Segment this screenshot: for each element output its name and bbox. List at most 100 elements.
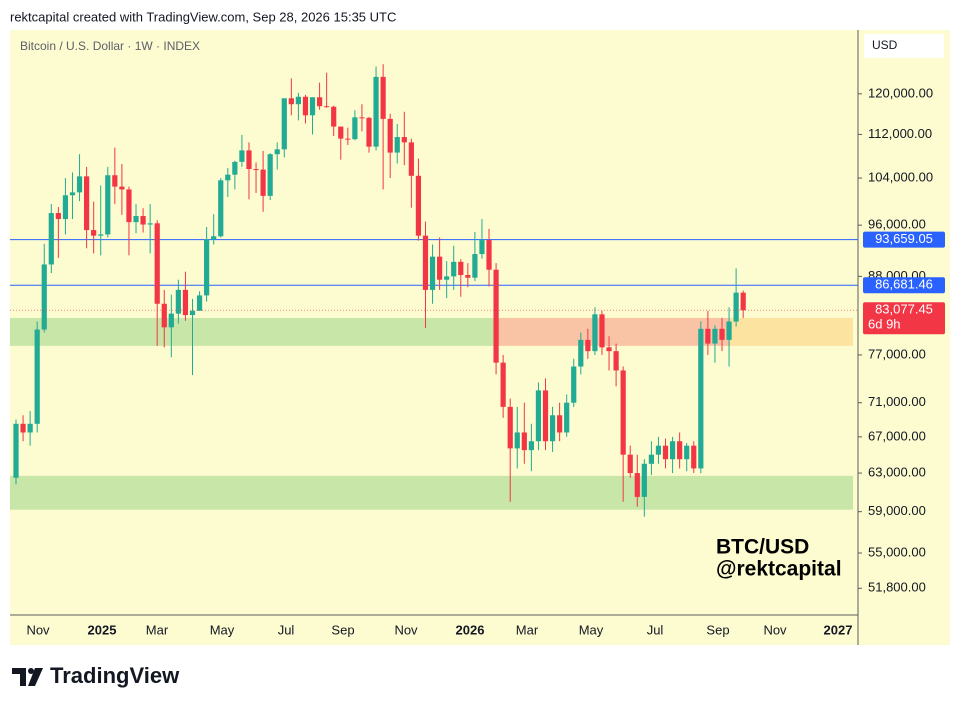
- candle-body: [76, 176, 83, 193]
- candle-body: [719, 328, 725, 340]
- level-label-box: [863, 231, 945, 248]
- candle-body: [557, 415, 563, 433]
- candle-body: [232, 161, 238, 175]
- candle-body: [98, 234, 104, 236]
- candle-body: [641, 463, 647, 497]
- candle-body: [147, 223, 153, 225]
- candle-body: [189, 310, 196, 316]
- y-tick-label: 51,800.00: [868, 580, 926, 595]
- candle-body: [316, 97, 323, 107]
- candle-body: [437, 256, 443, 280]
- candle-body: [211, 236, 217, 240]
- y-tick-label: 67,000.00: [868, 428, 926, 443]
- candle-body: [168, 313, 174, 328]
- candle-body: [726, 321, 732, 340]
- x-tick-label: Nov: [394, 622, 418, 637]
- candle-body: [415, 175, 422, 236]
- candle-body: [564, 402, 570, 433]
- candle-body: [27, 423, 33, 433]
- footer-brand: TradingView: [50, 663, 180, 688]
- candle-body: [500, 362, 506, 407]
- candle-body: [451, 261, 457, 277]
- zone: [10, 475, 853, 510]
- candle-body: [535, 390, 542, 442]
- candle-body: [281, 98, 287, 150]
- logo-mark: [28, 668, 34, 674]
- x-tick-label: Nov: [763, 622, 787, 637]
- candle-body: [733, 292, 739, 322]
- header-credit: rektcapital created with TradingView.com…: [10, 9, 396, 24]
- candle-body: [55, 213, 61, 220]
- candle-body: [669, 441, 676, 460]
- candle-body: [182, 289, 189, 316]
- candle-body: [175, 289, 181, 314]
- candle-body: [373, 76, 379, 147]
- candle-body: [324, 106, 330, 108]
- x-tick-label: Mar: [516, 622, 539, 637]
- x-tick-label: May: [579, 622, 604, 637]
- candle-body: [465, 275, 471, 278]
- level-label: 93,659.05: [875, 231, 933, 246]
- last-price-box: [863, 302, 945, 335]
- candle-body: [380, 76, 386, 119]
- candle-body: [599, 314, 605, 348]
- y-tick-label: 59,000.00: [868, 503, 926, 518]
- candle-body: [422, 235, 429, 290]
- candle-body: [592, 314, 598, 352]
- candle-body: [514, 432, 520, 449]
- currency-label[interactable]: USD: [872, 38, 898, 52]
- candle-body: [105, 175, 111, 235]
- candle-body: [69, 192, 76, 196]
- x-tick-label: Sep: [331, 622, 354, 637]
- chart-title: Bitcoin / U.S. Dollar · 1W · INDEX: [20, 39, 200, 53]
- candle-body: [655, 445, 662, 455]
- candle-body: [549, 415, 556, 442]
- candle-body: [528, 441, 534, 451]
- candle-body: [13, 423, 19, 478]
- candle-body: [62, 195, 69, 220]
- y-tick-label: 120,000.00: [868, 85, 933, 100]
- annotation: BTC/USD: [716, 536, 809, 559]
- candle-body: [112, 175, 118, 187]
- x-tick-label: 2025: [88, 622, 117, 637]
- candle-body: [225, 174, 231, 181]
- x-tick-label: Jul: [647, 622, 664, 637]
- x-tick-label: Nov: [26, 622, 50, 637]
- candle-body: [345, 138, 351, 140]
- candle-body: [288, 98, 294, 105]
- logo-mark: [28, 668, 43, 686]
- candle-body: [154, 223, 160, 304]
- candle-body: [408, 142, 414, 176]
- candle-body: [352, 117, 358, 140]
- candle-body: [34, 329, 40, 424]
- last-price-label: 83,077.45: [875, 302, 933, 317]
- candle-body: [133, 216, 139, 223]
- y-tick-label: 71,000.00: [868, 394, 926, 409]
- candle-body: [161, 303, 167, 328]
- candle-body: [429, 256, 436, 290]
- candle-body: [458, 261, 464, 276]
- candle-body: [634, 473, 640, 497]
- candle-body: [705, 328, 711, 344]
- x-tick-label: May: [210, 622, 235, 637]
- candle-body: [606, 347, 612, 352]
- currency-box[interactable]: [864, 34, 944, 58]
- candle-body: [578, 339, 584, 367]
- candle-body: [274, 149, 280, 155]
- y-tick-label: 96,000.00: [868, 217, 926, 232]
- candle-body: [613, 351, 619, 371]
- candle-body: [507, 406, 513, 449]
- candle-body: [648, 454, 654, 464]
- candle-body: [196, 295, 203, 311]
- candle-body: [691, 445, 697, 469]
- zone: [10, 317, 495, 346]
- candle-body: [712, 328, 718, 344]
- candle-body: [571, 366, 577, 403]
- zone: [730, 317, 853, 346]
- x-tick-label: Sep: [706, 622, 729, 637]
- candle-body: [302, 96, 309, 116]
- logo-mark: [12, 668, 26, 686]
- candle-body: [493, 269, 499, 363]
- candle-body: [585, 339, 591, 352]
